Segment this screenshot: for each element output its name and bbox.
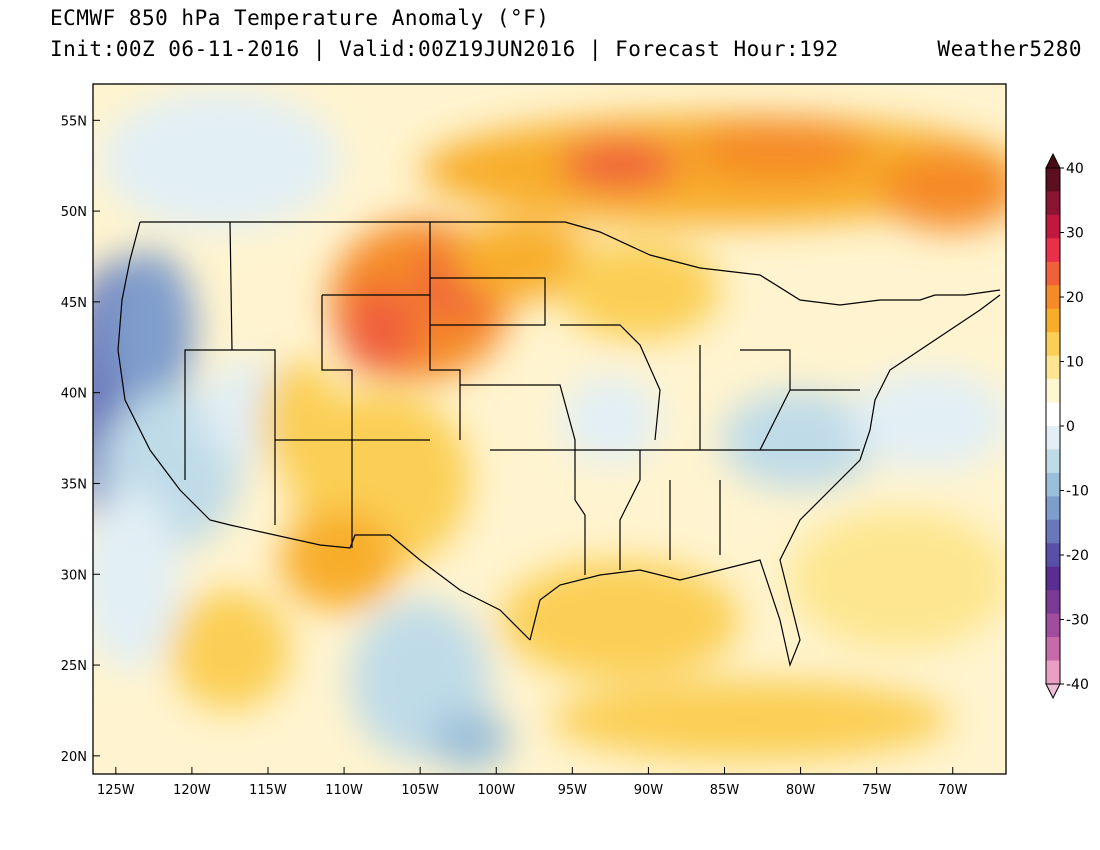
colorbar-label: 20 bbox=[1066, 290, 1084, 306]
lon-tick-label: 110W bbox=[325, 783, 363, 798]
lat-tick-label: 55N bbox=[61, 114, 87, 129]
lon-tick-label: 95W bbox=[558, 783, 588, 798]
lat-tick-label: 40N bbox=[61, 387, 87, 402]
colorbar-swatch bbox=[1046, 472, 1060, 497]
brand-label: Weather5280 bbox=[937, 37, 1082, 61]
lon-tick-label: 120W bbox=[173, 783, 211, 798]
colorbar-swatch bbox=[1046, 261, 1060, 286]
colorbar-swatch bbox=[1046, 402, 1060, 427]
lon-tick-label: 70W bbox=[938, 783, 968, 798]
colorbar-swatch bbox=[1046, 238, 1060, 263]
lat-tick-label: 35N bbox=[61, 477, 87, 492]
colorbar-label: -20 bbox=[1066, 548, 1089, 564]
colorbar-min-arrow bbox=[1045, 683, 1061, 700]
colorbar-swatch bbox=[1046, 355, 1060, 380]
lat-tick-label: 20N bbox=[61, 750, 87, 765]
colorbar-swatch bbox=[1046, 566, 1060, 591]
colorbar-swatch bbox=[1046, 379, 1060, 404]
longitude-axis: 125W 120W 115W 110W 105W 100W 95W 90W 85W 80W 75W 7… bbox=[97, 767, 968, 798]
colorbar-swatch bbox=[1046, 449, 1060, 474]
colorbar-swatch bbox=[1046, 191, 1060, 216]
lon-tick-label: 125W bbox=[97, 783, 135, 798]
lat-tick-label: 45N bbox=[61, 296, 87, 311]
colorbar: 40 30 20 10 0 -10 -20 -30 -40 bbox=[1045, 152, 1089, 700]
colorbar-swatch bbox=[1046, 332, 1060, 357]
colorbar-swatch bbox=[1046, 519, 1060, 544]
colorbar-swatch bbox=[1046, 660, 1060, 685]
lon-tick-label: 75W bbox=[862, 783, 892, 798]
lat-tick-label: 50N bbox=[61, 205, 87, 220]
colorbar-swatch bbox=[1046, 613, 1060, 638]
colorbar-label: 40 bbox=[1066, 161, 1084, 177]
colorbar-swatch bbox=[1046, 285, 1060, 310]
colorbar-label: -40 bbox=[1066, 677, 1089, 693]
lon-tick-label: 105W bbox=[401, 783, 439, 798]
colorbar-swatch bbox=[1046, 214, 1060, 239]
lon-tick-label: 80W bbox=[786, 783, 816, 798]
lat-tick-label: 25N bbox=[61, 659, 87, 674]
colorbar-swatch bbox=[1046, 590, 1060, 615]
lon-tick-label: 115W bbox=[249, 783, 287, 798]
colorbar-swatch bbox=[1046, 637, 1060, 662]
lon-tick-label: 90W bbox=[634, 783, 664, 798]
colorbar-swatch bbox=[1046, 168, 1060, 192]
lon-tick-label: 100W bbox=[477, 783, 515, 798]
colorbar-label: 30 bbox=[1066, 226, 1084, 242]
colorbar-swatch bbox=[1046, 543, 1060, 568]
colorbar-label: 0 bbox=[1066, 419, 1075, 435]
lat-tick-label: 30N bbox=[61, 568, 87, 583]
map-title: ECMWF 850 hPa Temperature Anomaly (°F) bbox=[50, 6, 550, 30]
state-boundaries bbox=[117, 221, 1001, 668]
colorbar-label: 10 bbox=[1066, 355, 1084, 371]
latitude-axis: 55N 50N 45N 40N 35N 30N 25N 20N bbox=[61, 114, 100, 765]
colorbar-label: -10 bbox=[1066, 484, 1089, 500]
colorbar-swatch bbox=[1046, 496, 1060, 521]
map-subtitle: Init:00Z 06-11-2016 | Valid:00Z19JUN2016… bbox=[50, 37, 839, 61]
anomaly-field bbox=[93, 84, 1006, 774]
colorbar-swatch bbox=[1046, 426, 1060, 450]
map-frame bbox=[92, 83, 1007, 775]
colorbar-swatch bbox=[1046, 308, 1060, 333]
colorbar-label: -30 bbox=[1066, 613, 1089, 629]
colorbar-max-arrow bbox=[1045, 152, 1061, 169]
lon-tick-label: 85W bbox=[710, 783, 740, 798]
